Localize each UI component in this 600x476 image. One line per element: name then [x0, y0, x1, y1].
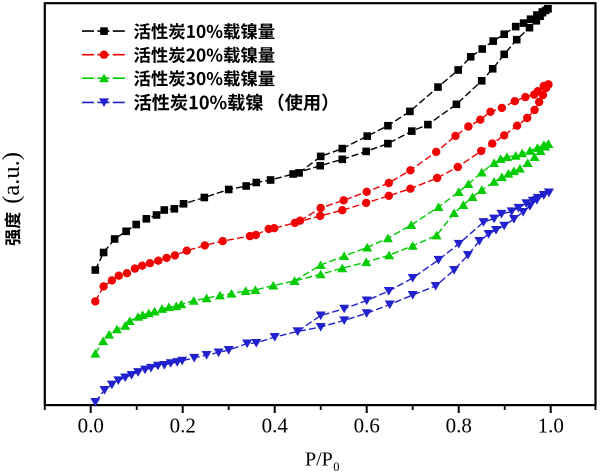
- svg-text:0.4: 0.4: [262, 414, 289, 438]
- svg-text:0.0: 0.0: [78, 414, 104, 438]
- svg-text:0.8: 0.8: [446, 414, 472, 438]
- svg-text:(a.u.): (a.u.): [0, 152, 25, 204]
- svg-text:1.0: 1.0: [538, 414, 564, 438]
- svg-text:0: 0: [333, 460, 339, 474]
- svg-text:0.6: 0.6: [354, 414, 380, 438]
- svg-text:P/P: P/P: [305, 448, 333, 470]
- svg-text:0.2: 0.2: [170, 414, 196, 438]
